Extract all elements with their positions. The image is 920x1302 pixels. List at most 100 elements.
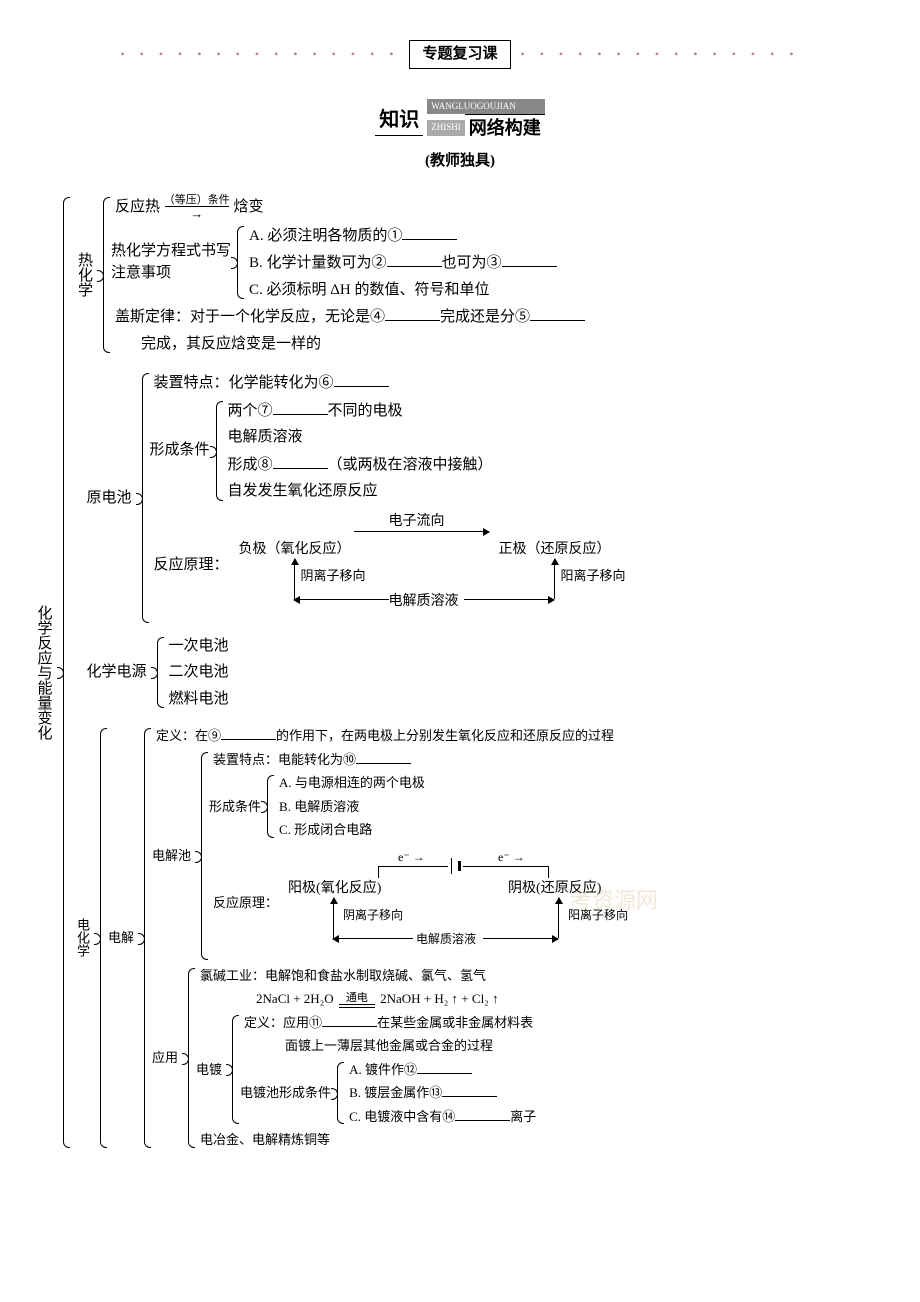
pcB: B. 镀层金属作⑬ [345, 1081, 536, 1105]
brace-plating-cond [331, 1058, 345, 1129]
galvanic-principle-label: 反应原理： [154, 554, 229, 577]
root-label: 化学反应与能量变化 [30, 193, 57, 1152]
ed-anode: 阳极(氧化反应) [288, 878, 381, 899]
power3: 燃料电池 [165, 686, 229, 713]
ed-electrolyte: 电解质溶液 [416, 930, 476, 948]
brace-thermo [97, 193, 111, 358]
electro-branch: 电化学 电解 定义：在⑨的作用下，在两电极上分别发生氧化反应和还原反应的过程 电… [71, 724, 709, 1152]
app-branch: 应用 氯碱工业：电解饱和食盐水制取烧碱、氯气、氢气 2NaCl + 2H₂O 通… [152, 964, 708, 1152]
d-arrow-bl [294, 599, 389, 600]
gc2: 电解质溶液 [224, 424, 493, 451]
hess-law: 盖斯定律：对于一个化学反应，无论是④完成还是分⑤ [111, 303, 585, 331]
gc3: 形成⑧（或两极在溶液中接触） [224, 451, 493, 479]
subtitle-tag1: WANGLUOGOUJIAN [427, 99, 545, 115]
thermo-C: C. 必须标明 ΔH 的数值、符号和单位 [245, 277, 557, 304]
electrolysis-branch: 电解 定义：在⑨的作用下，在两电极上分别发生氧化反应和还原反应的过程 电解池 装… [108, 724, 708, 1152]
eq-arrow: 通电 [339, 993, 375, 1008]
teacher-note: (教师独具) [30, 150, 890, 173]
gc4: 自发发生氧化还原反应 [224, 478, 493, 505]
thermo-A: A. 必须注明各物质的① [245, 222, 557, 250]
ed-down-l [378, 866, 379, 878]
ccC: C. 形成闭合电路 [275, 818, 425, 842]
subtitle-zhishi: 知识 [375, 105, 423, 136]
brace-plating [226, 1011, 240, 1129]
plating-branch: 电镀 定义：应用⑪在某些金属或非金属材料表 面镀上一薄层其他金属或合金的过程 电… [196, 1011, 536, 1129]
thermo-branch: 热化学 反应热 （等压）条件 → 焓变 热化学方程式书写注意事项 A. 必须注明… [71, 193, 709, 358]
galvanic-sub: 原电池 装置特点：化学能转化为⑥ 形成条件 两个⑦不同的电极 电解质溶液 形成⑧… [87, 369, 699, 627]
thermo-B: B. 化学计量数可为②也可为③ [245, 249, 557, 277]
chloralkali: 氯碱工业：电解饱和食盐水制取烧碱、氯气、氢气 [196, 964, 536, 988]
ed-arrow-r [558, 898, 559, 938]
brace-cell-cond [261, 771, 275, 842]
ccB: B. 电解质溶液 [275, 795, 425, 819]
d-arrow-br [464, 599, 554, 600]
galvanic-cond-label: 形成条件 [150, 397, 210, 505]
d-electrolyte: 电解质溶液 [389, 591, 459, 612]
arrow-condition: （等压）条件 → [164, 195, 230, 220]
power-label: 化学电源 [87, 633, 151, 713]
d-neg: 负极（氧化反应） [239, 539, 351, 560]
ed-e-r: e⁻ → [498, 848, 525, 866]
ed-arrow-l [333, 898, 334, 938]
electro-label: 电化学 [71, 724, 95, 1152]
pcC: C. 电镀液中含有⑭离子 [345, 1105, 536, 1129]
pcA: A. 镀件作⑫ [345, 1058, 536, 1082]
brace-thermo-eq [231, 222, 245, 304]
ccA: A. 与电源相连的两个电极 [275, 771, 425, 795]
plating-def1: 定义：应用⑪在某些金属或非金属材料表 [240, 1011, 536, 1035]
galvanic-branch: 原电池 装置特点：化学能转化为⑥ 形成条件 两个⑦不同的电极 电解质溶液 形成⑧… [71, 369, 709, 712]
galvanic-cond-branch: 形成条件 两个⑦不同的电极 电解质溶液 形成⑧（或两极在溶液中接触） 自发发生氧… [150, 397, 699, 505]
subtitle-tag2: ZHISHI [427, 120, 465, 136]
metallurgy: 电冶金、电解精炼铜等 [196, 1128, 536, 1152]
dots-right: • • • • • • • • • • • • • • • [521, 45, 800, 63]
ed-bat-l [451, 858, 452, 874]
elec-label: 电解 [108, 724, 138, 1152]
d-arrow-r [554, 559, 555, 599]
ed-e-l: e⁻ → [398, 848, 425, 866]
galvanic-label: 原电池 [87, 369, 136, 627]
plating-label: 电镀 [196, 1011, 226, 1129]
cell-branch: 电解池 装置特点：电能转化为⑩ 形成条件 A. 与电源相连的两个电极 B. 电解… [152, 748, 708, 964]
cell-principle: 反应原理： e⁻ → e⁻ → [209, 842, 708, 964]
cell-cond-label: 形成条件 [209, 771, 261, 842]
hess-law2: 完成，其反应焓变是一样的 [111, 331, 585, 358]
brace-galvanic [136, 369, 150, 627]
subtitle-row: 知识 WANGLUOGOUJIAN ZHISHI 网络构建 [30, 99, 890, 143]
plating-def2: 面镀上一薄层其他金属或合金的过程 [240, 1034, 536, 1058]
cell-cond-branch: 形成条件 A. 与电源相连的两个电极 B. 电解质溶液 C. 形成闭合电路 [209, 771, 708, 842]
arrow-top: （等压）条件 [164, 195, 230, 206]
ed-arrow-bl [333, 938, 413, 939]
gc1: 两个⑦不同的电极 [224, 397, 493, 425]
concept-tree: 化学反应与能量变化 热化学 反应热 （等压）条件 → 焓变 热化学方程式书写注意… [30, 193, 890, 1152]
d-arrow-l [294, 559, 295, 599]
d-pos: 正极（还原反应） [499, 539, 611, 560]
chloralkali-eq: 2NaCl + 2H₂O 通电 2NaOH + H₂ ↑ + Cl₂ ↑ [196, 987, 536, 1011]
ed-cation: 阳离子移向 [568, 906, 628, 924]
power2: 二次电池 [165, 659, 229, 686]
thermo-eq-branch: 热化学方程式书写注意事项 A. 必须注明各物质的① B. 化学计量数可为②也可为… [111, 222, 585, 304]
thermo-enthalpy: 焓变 [234, 198, 264, 214]
elec-def: 定义：在⑨的作用下，在两电极上分别发生氧化反应和还原反应的过程 [152, 724, 708, 748]
ed-anion: 阴离子移向 [343, 906, 403, 924]
ed-arrow-br [483, 938, 558, 939]
dots-left: • • • • • • • • • • • • • • • [120, 45, 399, 63]
ed-cathode: 阴极(还原反应) [508, 878, 601, 899]
ed-down-r [548, 866, 549, 878]
subtitle-net: 网络构建 [465, 114, 545, 142]
thermo-rxn-heat: 反应热 [115, 198, 160, 214]
eq-right: 2NaOH + H₂ ↑ + Cl₂ ↑ [380, 991, 498, 1006]
brace-elec [138, 724, 152, 1152]
brace-electro [94, 724, 108, 1152]
eq-cond: 通电 [346, 993, 368, 1004]
d-eflow: 电子流向 [389, 511, 445, 532]
cell-principle-label: 反应原理： [213, 893, 278, 913]
power-branch: 化学电源 一次电池 二次电池 燃料电池 [87, 633, 699, 713]
electrolysis-diagram: e⁻ → e⁻ → 阳极( [288, 848, 708, 958]
ed-wire-r [463, 866, 548, 867]
eq-left: 2NaCl + 2H₂O [256, 991, 334, 1006]
brace-galvanic-cond [210, 397, 224, 505]
galvanic-device: 装置特点：化学能转化为⑥ [150, 369, 699, 397]
thermo-eq-label: 热化学方程式书写注意事项 [111, 222, 231, 304]
d-anion: 阴离子移向 [301, 566, 366, 586]
ed-wire-l [378, 866, 448, 867]
